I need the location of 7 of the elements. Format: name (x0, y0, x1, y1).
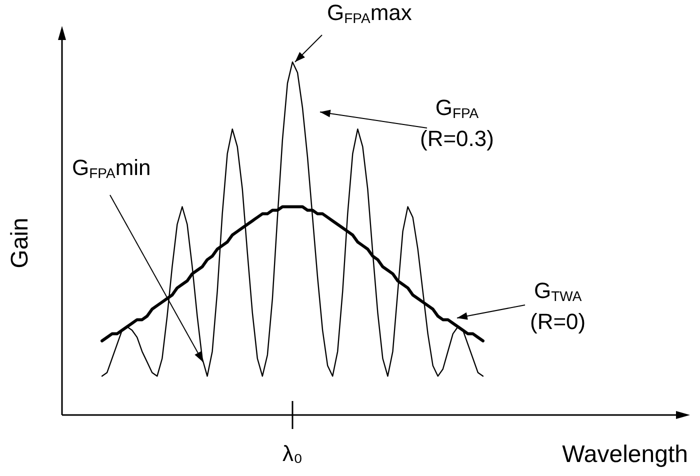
y-axis-title: Gain (6, 218, 33, 268)
text: λ₀ (282, 441, 303, 467)
text: G$_{TWA}$ (R=0) (530, 278, 586, 335)
x-axis-title: Wavelength (562, 441, 688, 468)
annotation: G$_{FPA}$min (72, 155, 151, 183)
annotation: G$_{FPA}$ (R=0.3) (420, 95, 494, 152)
text: G$_{FPA}$max (327, 0, 412, 28)
